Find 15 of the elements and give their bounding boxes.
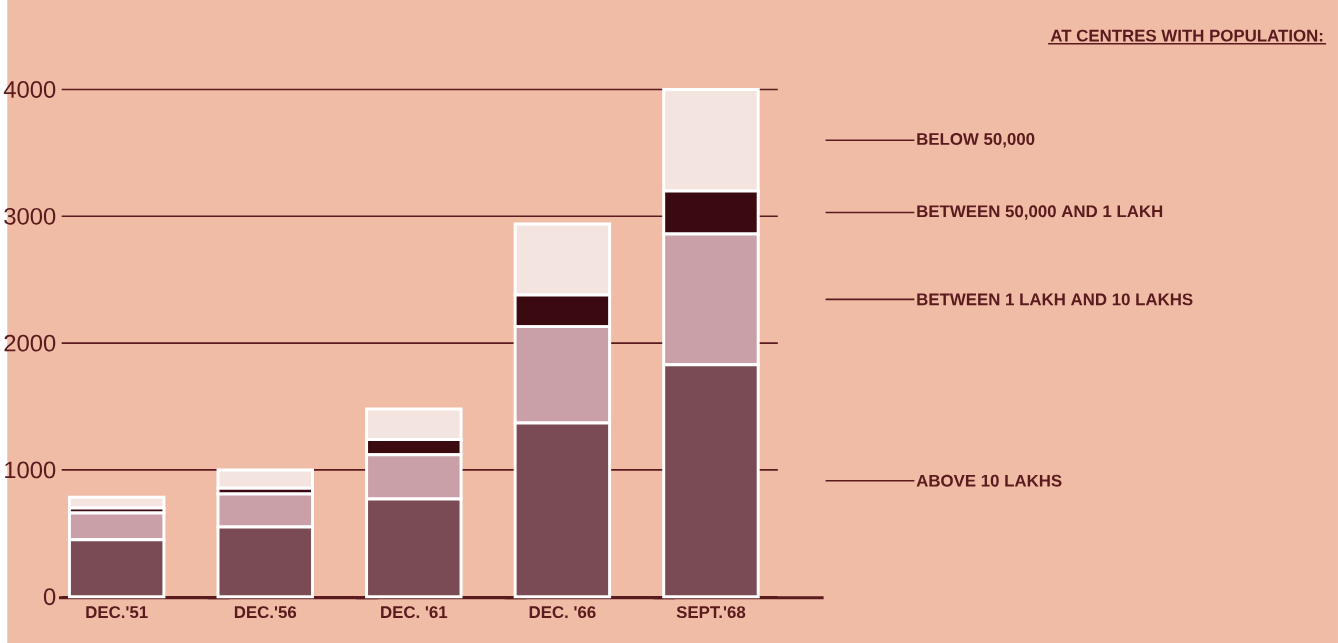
y-tick-label: 1000 [5,461,56,479]
text: BELOW 50,000 [917,132,1035,148]
text: BETWEEN 50,000 AND 1 LAKH [917,205,1163,220]
x-tick-label: DEC. '61 [381,605,448,618]
y-tick-label: 0 [43,588,56,605]
x-tick-label: DEC.'51 [86,605,148,618]
text: BETWEEN 1 LAKH AND 10 LAKHS [917,293,1193,306]
y-tick-label: 3000 [4,207,56,225]
y-tick-label: 4000 [3,80,56,98]
legend-title: AT CENTRES WITH POPULATION: [1050,29,1323,42]
x-tick-label: DEC. '66 [529,605,596,618]
text: ABOVE 10 LAKHS [916,474,1062,487]
x-tick-label: DEC.'56 [234,605,297,618]
x-tick-label: SEPT.'68 [676,605,746,618]
y-tick-label: 2000 [4,334,56,352]
